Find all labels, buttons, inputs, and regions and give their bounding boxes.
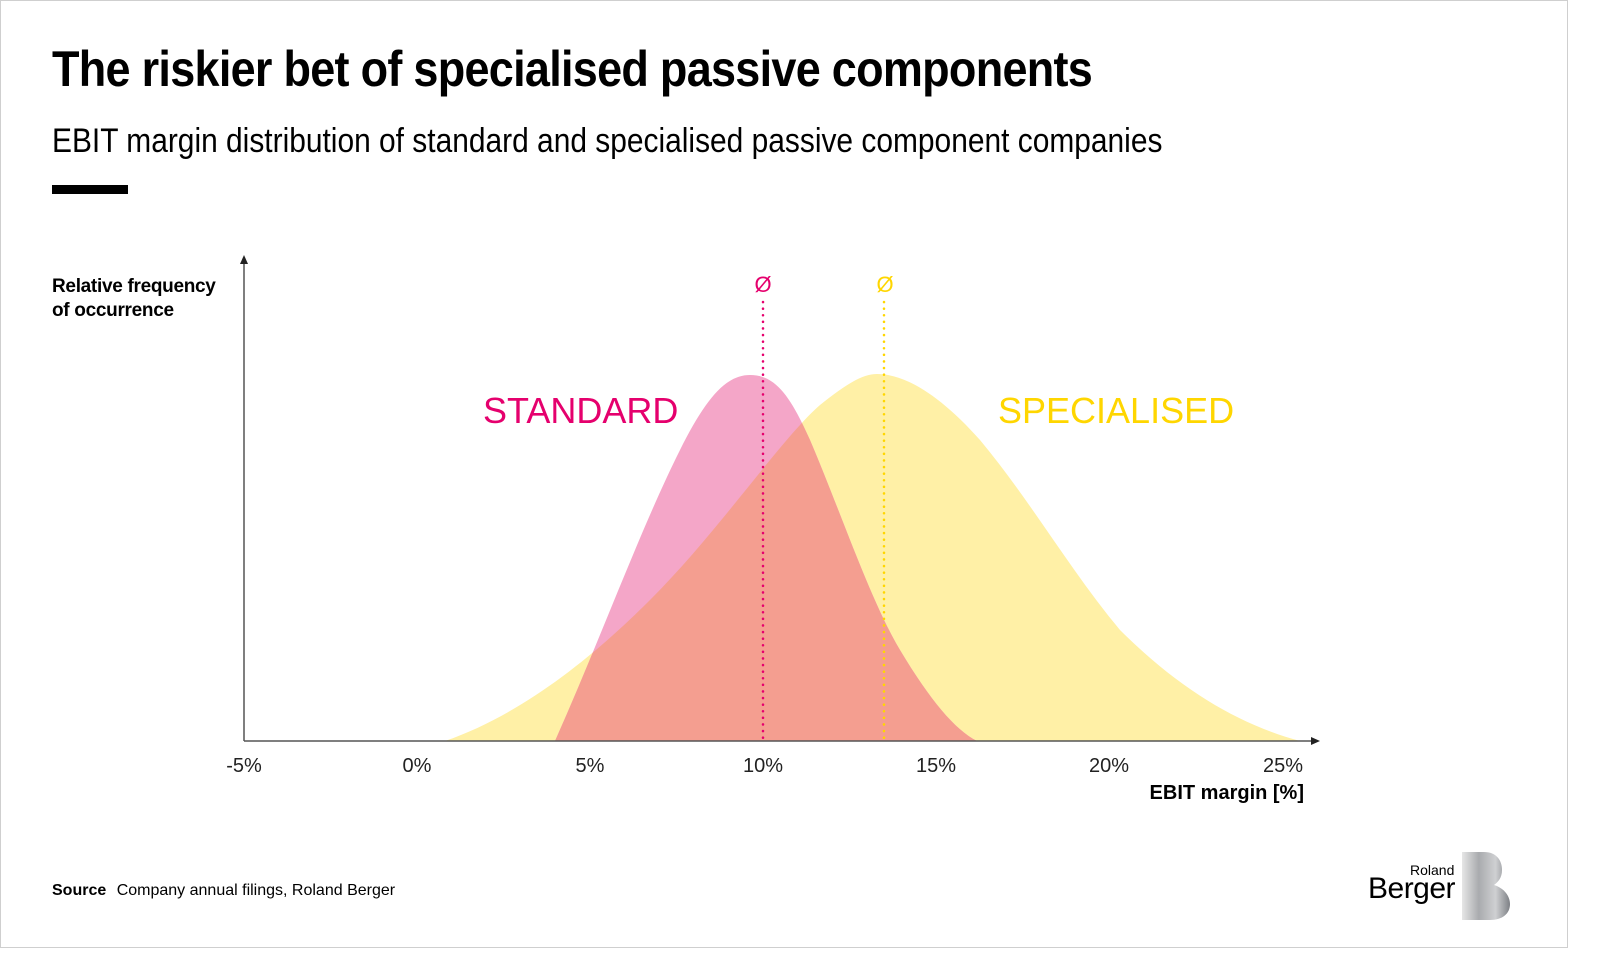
logo-text-berger: Berger bbox=[1368, 872, 1456, 905]
y-axis-label: Relative frequency of occurrence bbox=[52, 275, 216, 323]
source-text: Company annual filings, Roland Berger bbox=[116, 882, 396, 899]
standard-mean-symbol: Ø bbox=[754, 272, 772, 297]
roland-berger-logo: Roland Berger bbox=[1368, 852, 1518, 922]
y-axis-label-line1: Relative frequency bbox=[52, 276, 216, 297]
x-axis-label: EBIT margin [%] bbox=[1149, 782, 1304, 804]
x-tick-label: 25% bbox=[1262, 755, 1304, 777]
x-tick-label: 10% bbox=[742, 755, 784, 777]
specialised-series-label: SPECIALISED bbox=[998, 390, 1235, 431]
chart-title: The riskier bet of specialised passive c… bbox=[52, 41, 1093, 97]
chart-subtitle: EBIT margin distribution of standard and… bbox=[52, 122, 1163, 160]
chart-frame bbox=[0, 0, 1568, 948]
x-tick-label: 5% bbox=[575, 755, 605, 777]
y-axis-arrow-icon bbox=[240, 255, 248, 264]
title-underline-bar bbox=[52, 185, 128, 194]
y-axis-label-line2: of occurrence bbox=[52, 300, 174, 321]
specialised-mean-symbol: Ø bbox=[876, 272, 894, 297]
logo-b-mark-icon bbox=[1462, 852, 1510, 920]
source-label: Source bbox=[52, 882, 107, 899]
logo-text-roland: Roland bbox=[1410, 862, 1455, 878]
source-note: Source Company annual filings, Roland Be… bbox=[52, 882, 395, 900]
chart-plot-area bbox=[240, 255, 1320, 745]
standard-series-label: STANDARD bbox=[483, 390, 679, 431]
x-tick-label: 15% bbox=[915, 755, 957, 777]
x-axis-arrow-icon bbox=[1311, 737, 1320, 745]
x-tick-label: 20% bbox=[1088, 755, 1130, 777]
x-tick-label: 0% bbox=[402, 755, 432, 777]
x-tick-label: -5% bbox=[226, 755, 262, 777]
